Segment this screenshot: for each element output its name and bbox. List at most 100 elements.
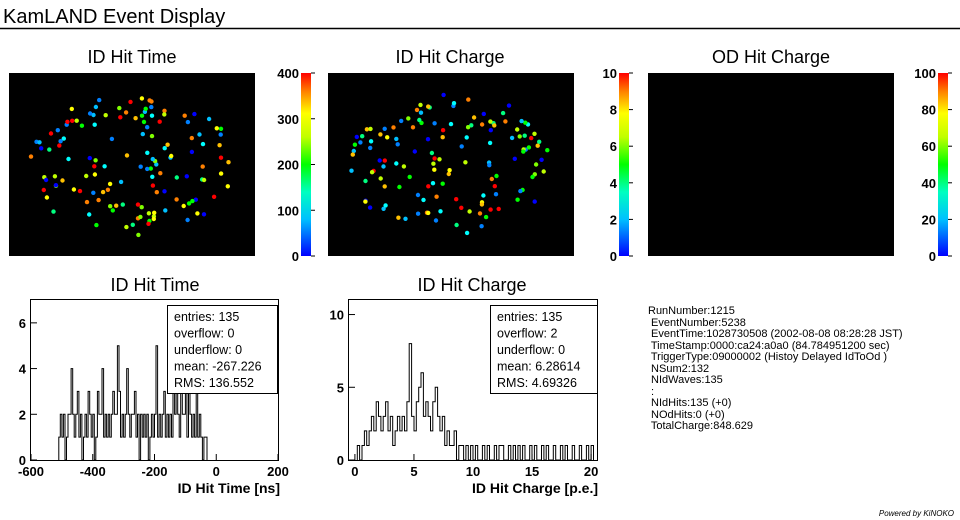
hit-point [454,222,459,228]
hit-point [48,131,54,136]
hit-point [537,139,542,144]
hit-point [218,155,224,160]
hit-point [185,217,190,223]
hit-point [60,178,65,183]
hit-point [150,183,156,188]
hit-point [162,146,167,151]
palette-tick-label: 4 [610,176,618,191]
palette-tick-label: 8 [610,103,617,118]
hit-point [535,143,540,148]
event-view[interactable] [328,73,574,256]
run-info-line: : [648,385,655,398]
x-tick-label: 15 [525,464,539,479]
hit-point [185,119,191,125]
hit-point [108,204,113,209]
hit-point [135,202,141,207]
hit-point [369,170,375,175]
hit-point [200,164,205,169]
hit-point [432,167,437,172]
hit-point [165,142,170,147]
hit-point [425,137,431,142]
hit-point [360,134,365,139]
hit-point [434,194,439,199]
hit-point [69,106,75,112]
hit-point [195,211,200,216]
hit-point [469,123,474,128]
hit-point [149,104,154,110]
run-info-line: TimeStamp:0000:ca24:a0a0 (84.784951200 s… [648,339,890,352]
hit-point [394,161,399,166]
hit-point [162,189,167,194]
hit-point [426,184,431,189]
hit-point [529,135,534,141]
hit-point [55,128,60,133]
hit-point [487,163,492,168]
hit-point [432,156,437,161]
hit-point [378,176,383,181]
y-tick-label: 6 [19,316,26,331]
y-tick-label: 0 [337,453,344,468]
hit-point [217,143,222,148]
hit-point [426,104,431,109]
stats-box [490,305,598,394]
hit-point [489,176,494,182]
hit-point [57,143,62,148]
hit-point [71,187,77,192]
hit-point [37,140,42,145]
hit-point [530,174,535,180]
run-info-line: RunNumber:1215 [648,305,735,317]
run-info-line: TotalCharge:848.629 [648,420,753,432]
hit-point [93,104,99,110]
hit-point [145,166,150,172]
event-view[interactable] [648,73,894,256]
hit-point [214,126,219,131]
histogram-title: ID Hit Time [110,275,199,295]
stats-line: underflow: 0 [174,343,242,357]
hit-point [545,148,550,153]
run-info-line: TriggerType:09000002 (Histoy Delayed IdT… [648,351,888,363]
hit-point [466,97,471,102]
hit-point [124,224,129,230]
hit-point [44,195,50,200]
stats-line: RMS: 136.552 [174,376,254,390]
hit-point [193,197,198,202]
hit-point [407,174,412,180]
hit-point [91,112,96,118]
x-tick-label: 0 [213,464,220,479]
stats-line: mean: 6.28614 [497,360,580,374]
hit-point [481,193,486,198]
hit-point [189,149,195,155]
palette-tick-label: 100 [277,203,299,218]
display-id-hit-charge: ID Hit Charge 0 2 4 6 8 10 [328,47,633,264]
hit-point [197,132,202,137]
stats-line: entries: 135 [174,310,239,324]
hit-point [517,134,522,139]
hit-point [539,157,544,162]
hit-point [130,222,135,227]
hit-point [52,174,58,179]
hit-point [454,197,459,202]
hit-point [451,101,457,106]
palette-tick-label: 0 [929,249,936,264]
hit-point [446,171,451,177]
hit-point [225,184,230,189]
y-tick-label: 2 [19,407,26,422]
hit-point [385,135,390,140]
hit-point [382,126,387,131]
hit-point [447,168,452,173]
hit-point [421,197,426,203]
hit-point [377,158,382,163]
hit-point [349,168,354,173]
hit-point [417,117,422,123]
x-tick-label: -200 [141,464,167,479]
hit-point [169,153,174,159]
x-tick-label: 10 [466,464,480,479]
hit-point [162,112,167,117]
hit-point [151,216,156,222]
hit-point [74,118,79,123]
hit-point [190,198,195,204]
y-tick-label: 0 [19,453,26,468]
hit-point [487,140,493,146]
hit-point [105,187,111,192]
